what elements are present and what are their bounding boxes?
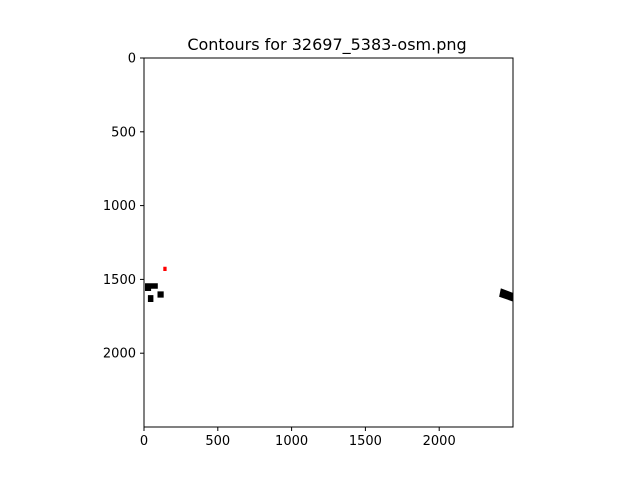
y-tick-label-3: 1500 [103,273,136,288]
contour-4 [499,288,514,302]
x-tick-label-4: 2000 [423,434,456,449]
x-tick-label-1: 500 [205,434,230,449]
contours-layer [145,266,514,302]
contour-1 [145,283,158,291]
y-tick-label-1: 500 [111,125,136,140]
y-axis: 0 500 1000 1500 2000 [103,52,144,362]
x-axis: 0 500 1000 1500 2000 [140,427,456,449]
y-tick-label-2: 1000 [103,199,136,214]
chart-title: Contours for 32697_5383-osm.png [187,35,466,55]
contour-3 [157,291,164,298]
plot-area [144,58,513,427]
x-tick-label-2: 1000 [275,434,308,449]
x-tick-label-3: 1500 [349,434,382,449]
contour-2 [147,295,154,302]
y-tick-label-0: 0 [128,52,136,67]
plot-frame [143,57,514,428]
x-tick-label-0: 0 [140,434,148,449]
contour-0 [163,266,167,271]
y-tick-label-4: 2000 [103,347,136,362]
